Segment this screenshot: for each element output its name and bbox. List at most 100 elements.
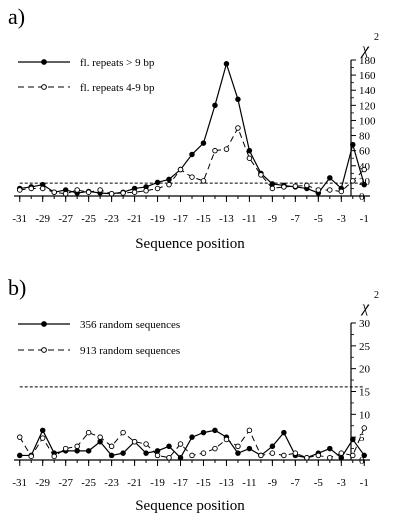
panel-a-series-2-point	[154, 185, 161, 192]
panel-b-x-tick-label: -15	[196, 477, 211, 489]
panel-b-y-tick-label: 20	[359, 364, 371, 376]
panel-b-series-2-point	[51, 453, 57, 460]
panel-b-series-1-point	[166, 443, 172, 450]
panel-a-series-1-point	[166, 176, 172, 183]
panel-b-series-2-point	[350, 452, 356, 459]
panel-a-series-2-point	[361, 166, 368, 173]
panel-a-series-2-point	[338, 188, 345, 195]
panel-a-x-tick-label: -23	[104, 213, 119, 225]
panel-b-series-2-point	[16, 434, 23, 440]
panel-b-series-2-point	[361, 425, 368, 431]
panel-a-series-2-point	[189, 174, 195, 180]
panel-b-y-tick-label: 30	[359, 318, 371, 330]
panel-b-series-2-point	[200, 450, 207, 456]
panel-b-series-2-point	[246, 427, 253, 434]
panel-a-series-2-point	[143, 187, 149, 194]
panel-a-series-1-point	[200, 140, 207, 146]
panel-b-series-1-point	[143, 450, 149, 456]
panel-a-x-tick-label: -3	[337, 213, 347, 225]
panel-a-x-tick-label: -15	[196, 213, 211, 225]
panel-b-x-tick-label: -1	[360, 477, 369, 489]
panel-b-x-tick-label: -31	[12, 477, 27, 489]
panel-a-series-1-point	[246, 147, 253, 154]
panel-a-x-tick-label: -17	[173, 213, 188, 225]
panel-b-legend: 356 random sequences 913 random sequence…	[18, 319, 180, 357]
legend-label-a-2: fl. repeats 4-9 bp	[80, 82, 155, 94]
panel-a-y-tick-label: 120	[359, 100, 376, 112]
panel-a-series-1-point	[350, 141, 356, 148]
panel-b-series-2-point	[223, 436, 230, 443]
panel-b-series-1-point	[361, 452, 368, 459]
legend-label-a-1: fl. repeats > 9 bp	[80, 57, 155, 69]
panel-a-x-tick-label: -13	[219, 213, 234, 225]
panel-b-series-1-point	[269, 443, 276, 450]
panel-a-series-1-point	[154, 179, 161, 186]
panel-b-series-2-point	[108, 443, 115, 450]
panel-a-series-2-point	[131, 189, 138, 195]
panel-b-series-1-point	[177, 454, 184, 461]
panel-b-series-2-point	[97, 434, 103, 440]
panel-a-plot: -31 -29 -27 -25 -23 -21 -19 -17 -15 -13 -11 -9 -7 -5 -…	[12, 55, 376, 225]
panel-a-label: a)	[8, 4, 25, 29]
legend-marker-b-1	[41, 321, 47, 327]
panel-b-series-2-point	[62, 445, 69, 452]
panel-a-series-2-point	[327, 187, 333, 193]
panel-a-series-1-point	[189, 151, 195, 158]
panel-a-series-2-point	[350, 178, 356, 184]
panel-b-series-2-point	[281, 452, 287, 459]
panel-b-x-tick-label: -29	[35, 477, 50, 489]
panel-b-series-2-point	[258, 452, 264, 459]
panel-b-series-2-point	[304, 454, 310, 461]
panel-a-series-1-point	[235, 96, 241, 103]
panel-a-legend: fl. repeats > 9 bp fl. repeats 4-9 bp	[18, 57, 155, 94]
panel-b-y-tick-label: 5	[359, 432, 365, 444]
panel-b-series-2-point	[85, 429, 92, 436]
panel-a-x-tick-label: -5	[314, 213, 324, 225]
panel-a-series-1-point	[269, 181, 276, 187]
panel-a-series-2-point	[74, 187, 80, 193]
panel-b-series-2-point	[189, 452, 195, 459]
panel-a-x-tick-label: -19	[150, 213, 165, 225]
panel-b-series-2-point	[235, 443, 241, 450]
panel-a-y-tick-label: 60	[359, 146, 371, 158]
panel-a-series-2-point	[269, 185, 276, 192]
panel-b-series-2-point	[338, 450, 345, 456]
panel-b-series-1-point	[97, 438, 103, 445]
panel-a-y-tick-label: 80	[359, 131, 371, 143]
panel-a-ylabel-superscript: 2	[374, 32, 379, 43]
panel-b-series-2-point	[269, 450, 276, 456]
panel-a-x-tick-label: -25	[81, 213, 96, 225]
panel-b-series-2-point	[131, 438, 138, 445]
panel-a-y-tick-label: 20	[359, 176, 371, 188]
panel-a-series-1-point	[327, 175, 333, 181]
panel-b-series-1-point	[154, 448, 161, 454]
panel-b-series-1-point	[327, 445, 333, 452]
panel-b-series-2-point	[28, 453, 34, 460]
panel-a-series-1-point	[212, 102, 218, 109]
panel-b-series-1-point	[108, 452, 115, 459]
panel-b-series-1-point	[212, 427, 218, 434]
panel-a-series-2-point	[85, 189, 92, 195]
panel-a-series-1-point	[223, 61, 230, 67]
panel-b-series-1-point	[74, 448, 80, 454]
panel-a-series-2-point	[62, 190, 69, 197]
legend-label-b-1: 356 random sequences	[80, 319, 180, 331]
panel-b-y-tick-label: 25	[359, 341, 371, 353]
panel-b-x-tick-label: -9	[268, 477, 278, 489]
panel-a-series-2-point	[166, 181, 172, 188]
panel-a-y-tick-label: 100	[359, 115, 376, 127]
panel-a-series-2-line	[19, 126, 365, 195]
legend-marker-b-2	[41, 347, 47, 353]
panel-a-series-1-point	[361, 181, 368, 188]
panel-a-x-tick-label: -11	[242, 213, 256, 225]
panel-a-series-2-point	[16, 187, 23, 193]
panel-a-x-tick-label: -31	[12, 213, 27, 225]
panel-b-series-2-point	[166, 454, 172, 461]
panel-b-series-1-point	[200, 429, 207, 436]
panel-a-series-2-point	[200, 178, 207, 184]
panel-b-series-2-point	[292, 450, 299, 456]
panel-b-y-tick-label: 0	[359, 455, 365, 467]
panel-b-series-2-point	[212, 445, 218, 452]
panel-a-series-2-point	[258, 172, 264, 178]
